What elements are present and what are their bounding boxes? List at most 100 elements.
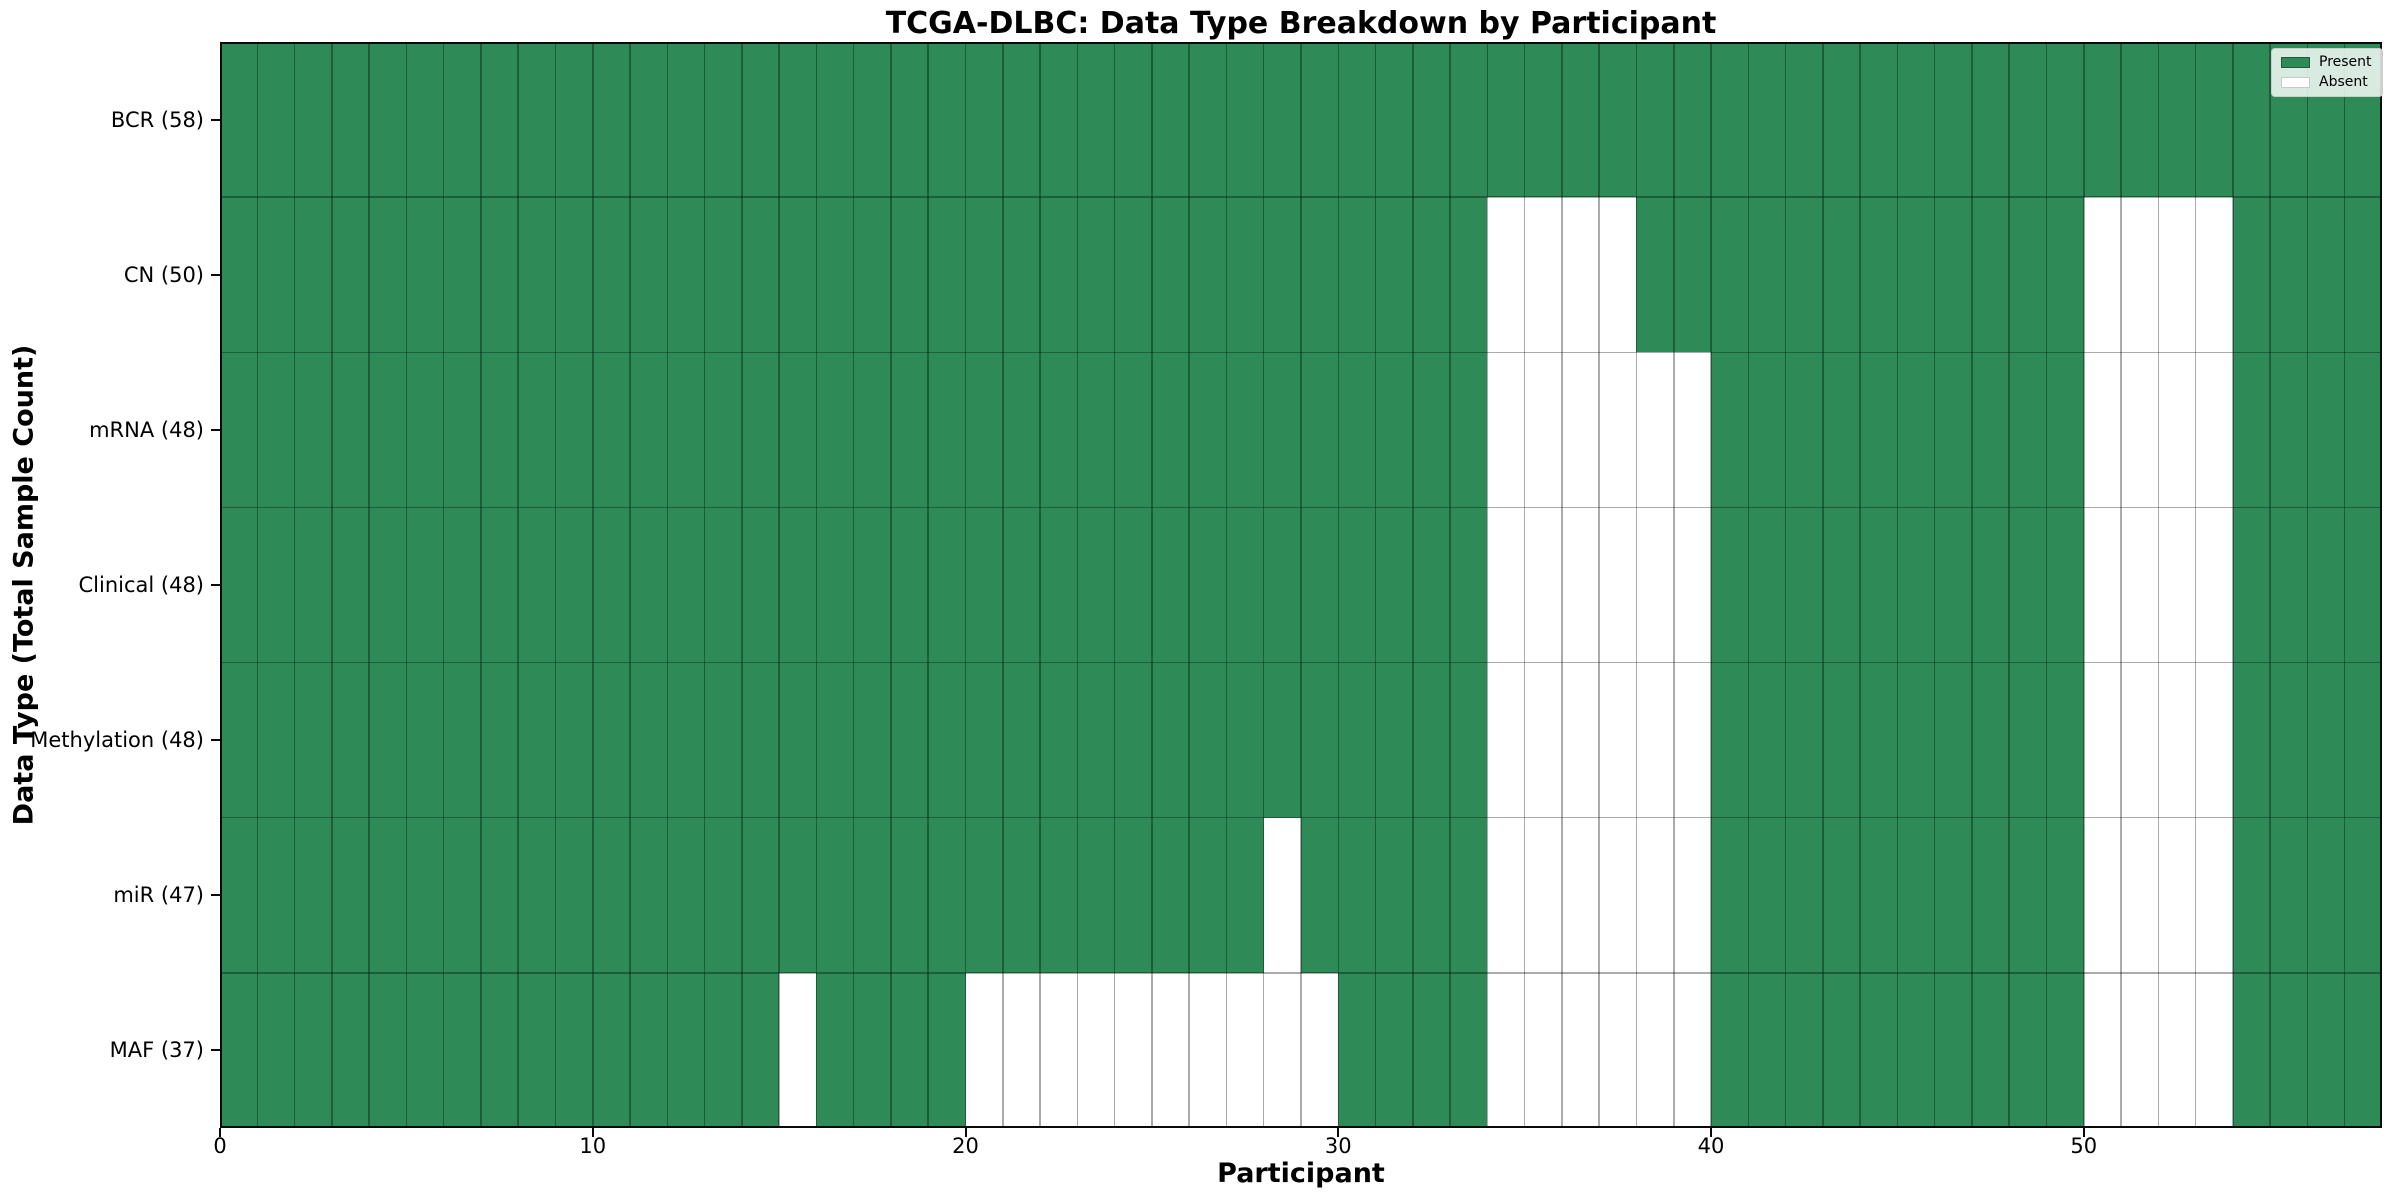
- gridline-vertical: [1449, 42, 1451, 1128]
- gridline-vertical: [1933, 42, 1936, 1128]
- absent-cell: [2195, 507, 2233, 663]
- gridline-vertical: [2008, 42, 2010, 1128]
- absent-cell: [1636, 352, 1674, 508]
- x-tick-label: 0: [213, 1134, 227, 1158]
- gridline-horizontal: [220, 816, 2382, 819]
- y-tick-label: CN (50): [123, 262, 204, 287]
- absent-cell: [1524, 197, 1562, 353]
- x-tick-label: 30: [1324, 1134, 1352, 1158]
- absent-cell: [2195, 352, 2233, 508]
- absent-cell: [2158, 817, 2196, 973]
- gridline-vertical: [1412, 42, 1414, 1128]
- gridline-vertical: [1598, 42, 1600, 1128]
- absent-cell: [2083, 507, 2122, 663]
- gridline-vertical: [1859, 42, 1861, 1128]
- gridline-vertical: [554, 42, 557, 1128]
- absent-cell: [1599, 197, 1637, 353]
- absent-cell: [2121, 197, 2159, 353]
- gridline-vertical: [256, 42, 259, 1128]
- absent-cell: [1487, 817, 1525, 973]
- absent-cell: [1561, 662, 1600, 818]
- gridline-horizontal: [220, 351, 2382, 354]
- absent-cell: [1636, 972, 1674, 1128]
- absent-cell: [1487, 972, 1525, 1128]
- absent-cell: [1673, 352, 1712, 508]
- gridline-vertical: [1374, 42, 1377, 1128]
- gridline-vertical: [442, 42, 445, 1128]
- gridline-horizontal: [220, 972, 2382, 974]
- absent-cell: [1301, 972, 1339, 1128]
- gridline-vertical: [1561, 42, 1563, 1128]
- absent-cell: [1263, 972, 1301, 1128]
- legend-label-present: Present: [2319, 54, 2372, 70]
- legend-swatch-absent: [2281, 77, 2310, 88]
- absent-cell: [1524, 507, 1562, 663]
- gridline-vertical: [405, 42, 408, 1128]
- absent-cell: [1487, 197, 1525, 353]
- absent-cell: [1561, 817, 1600, 973]
- absent-cell: [1487, 352, 1525, 508]
- absent-cell: [2083, 817, 2122, 973]
- absent-cell: [1636, 507, 1674, 663]
- absent-cell: [2195, 972, 2233, 1128]
- gridline-vertical: [2157, 42, 2160, 1128]
- gridline-vertical: [2045, 42, 2048, 1128]
- gridline-vertical: [2306, 42, 2309, 1128]
- gridline-vertical: [2120, 42, 2122, 1128]
- gridline-vertical: [1002, 42, 1004, 1128]
- gridline-vertical: [890, 42, 892, 1128]
- gridline-vertical: [1262, 42, 1265, 1128]
- y-tick-mark: [211, 428, 220, 431]
- x-tick-label: 20: [952, 1134, 979, 1158]
- gridline-vertical: [592, 42, 594, 1128]
- gridline-vertical: [1747, 42, 1750, 1128]
- gridline-vertical: [964, 42, 967, 1128]
- gridline-horizontal: [220, 196, 2382, 198]
- absent-cell: [1524, 662, 1562, 818]
- absent-cell: [1673, 817, 1712, 973]
- plot-area: [220, 42, 2382, 1128]
- absent-cell: [2083, 352, 2122, 508]
- gridline-vertical: [1673, 42, 1675, 1128]
- y-tick-label: Methylation (48): [30, 728, 204, 753]
- gridline-vertical: [480, 42, 482, 1128]
- absent-cell: [1040, 972, 1078, 1128]
- absent-cell: [1599, 662, 1637, 818]
- gridline-vertical: [517, 42, 519, 1128]
- absent-cell: [779, 972, 817, 1128]
- gridline-vertical: [1784, 42, 1787, 1128]
- absent-cell: [1599, 817, 1637, 973]
- absent-cell: [1151, 972, 1190, 1128]
- chart-title: TCGA-DLBC: Data Type Breakdown by Partic…: [885, 6, 1717, 41]
- gridline-vertical: [1710, 42, 1712, 1128]
- absent-cell: [2158, 662, 2196, 818]
- gridline-vertical: [1039, 42, 1041, 1128]
- y-tick-label: MAF (37): [109, 1038, 204, 1063]
- y-tick-label: mRNA (48): [89, 417, 204, 442]
- absent-cell: [2158, 507, 2196, 663]
- gridline-vertical: [2083, 42, 2085, 1128]
- absent-cell: [1599, 507, 1637, 663]
- y-tick-mark: [211, 118, 220, 121]
- x-tick-label: 50: [2070, 1134, 2098, 1158]
- absent-cell: [2195, 662, 2233, 818]
- gridline-vertical: [927, 42, 929, 1128]
- x-tick-mark: [591, 1128, 594, 1137]
- gridline-vertical: [2194, 42, 2197, 1128]
- absent-cell: [1673, 662, 1712, 818]
- absent-cell: [2158, 352, 2196, 508]
- absent-cell: [1636, 817, 1674, 973]
- absent-cell: [2083, 197, 2122, 353]
- legend-label-absent: Absent: [2319, 74, 2368, 90]
- gridline-vertical: [2269, 42, 2271, 1128]
- absent-cell: [2121, 817, 2159, 973]
- gridline-vertical: [368, 42, 370, 1128]
- gridline-vertical: [703, 42, 706, 1128]
- absent-cell: [1561, 197, 1600, 353]
- absent-cell: [1263, 817, 1301, 973]
- y-tick-mark: [211, 584, 220, 586]
- y-tick-mark: [211, 273, 220, 276]
- x-tick-mark: [219, 1128, 221, 1137]
- gridline-vertical: [1151, 42, 1153, 1128]
